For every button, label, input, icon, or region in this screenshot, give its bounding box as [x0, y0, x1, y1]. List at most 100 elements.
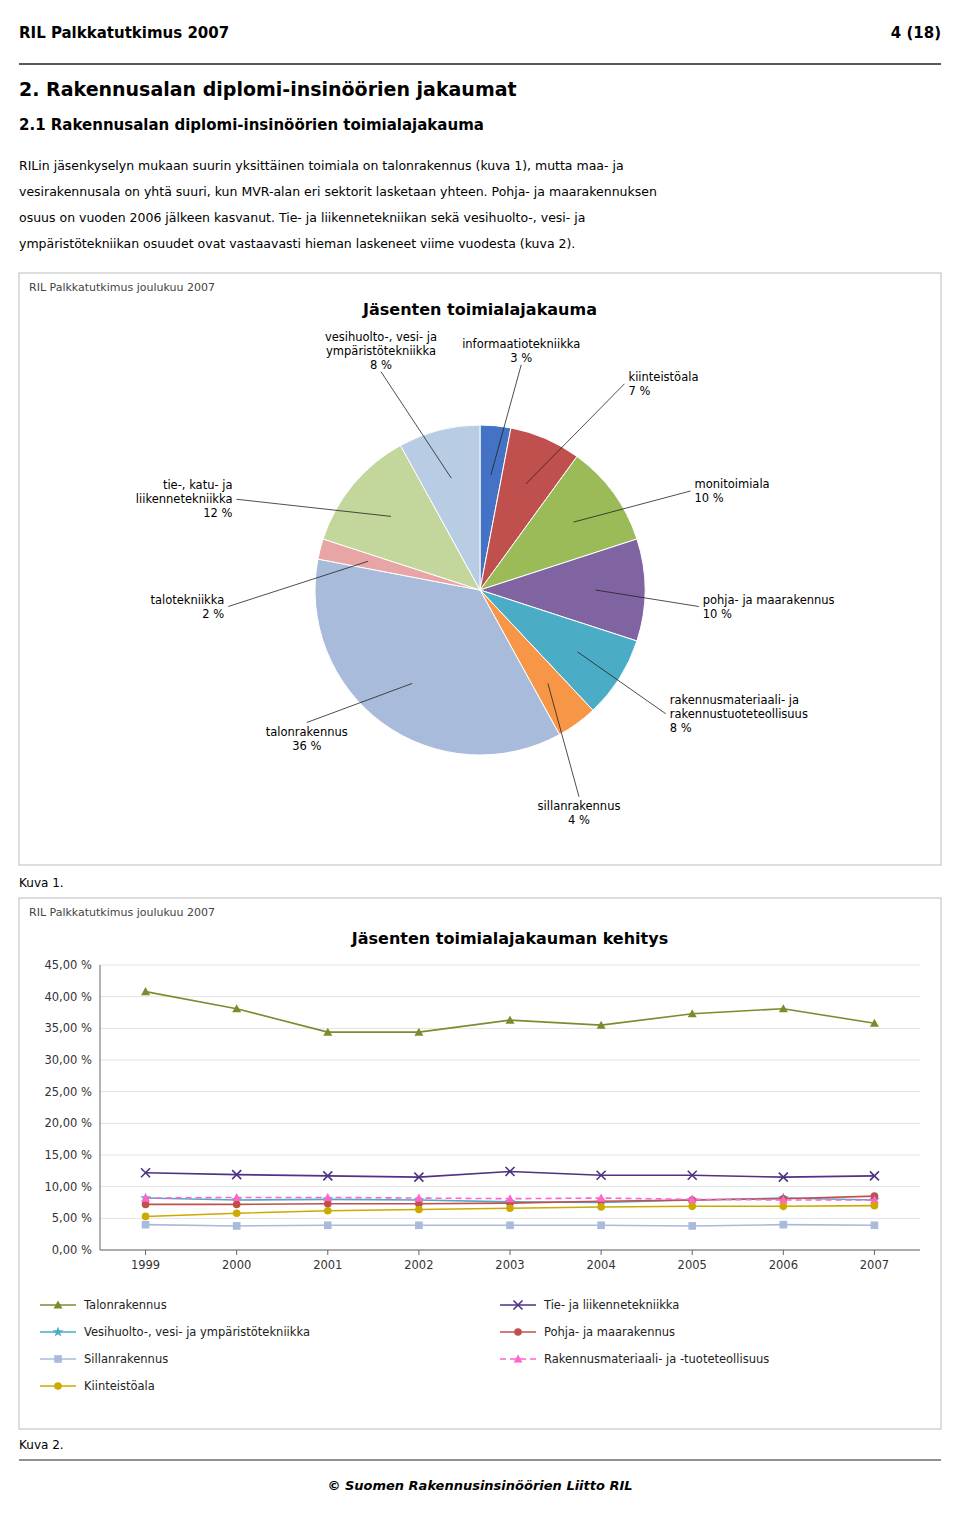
- slice-label-line: pohja- ja maarakennus: [703, 593, 835, 607]
- x-tick: [145, 1250, 146, 1255]
- slice-label: kiinteistöala: [629, 370, 699, 384]
- body-text: osuus on vuoden 2006 jälkeen kasvanut. T…: [19, 210, 585, 225]
- x-tick: [874, 1250, 875, 1255]
- y-tick-label: 45,00 %: [44, 958, 92, 972]
- y-tick-label: 35,00 %: [44, 1021, 92, 1035]
- chart-subtitle: RIL Palkkatutkimus joulukuu 2007: [29, 281, 215, 294]
- slice-value-label: 3 %: [510, 351, 532, 365]
- data-point: [870, 1171, 879, 1180]
- page-number: 4 (18): [891, 24, 941, 42]
- legend-label: Rakennusmateriaali- ja -tuoteteollisuus: [544, 1352, 769, 1366]
- data-point: [141, 1194, 150, 1202]
- slice-value-label: 8 %: [670, 721, 692, 735]
- axes: 0,00 %5,00 %10,00 %15,00 %20,00 %25,00 %…: [44, 958, 920, 1272]
- grid-line: [100, 965, 920, 966]
- data-point: [232, 1170, 241, 1179]
- data-point: [688, 1009, 697, 1017]
- data-point: [233, 1201, 241, 1209]
- y-tick-label: 10,00 %: [44, 1180, 92, 1194]
- leader-line: [578, 652, 666, 714]
- data-point: [597, 1203, 605, 1211]
- slice-label: tie-, katu- jaliikennetekniikka: [136, 478, 233, 506]
- slice-value-label: 7 %: [629, 384, 651, 398]
- figure-box: [19, 273, 941, 865]
- x-tick-label: 1999: [131, 1258, 160, 1272]
- body-text: RILin jäsenkyselyn mukaan suurin yksittä…: [19, 158, 624, 173]
- legend-label: Vesihuolto-, vesi- ja ympäristötekniikka: [84, 1325, 310, 1339]
- slice-value-label: 10 %: [703, 607, 732, 621]
- grid-line: [100, 1250, 920, 1251]
- data-point: [323, 1028, 332, 1036]
- y-tick-label: 5,00 %: [52, 1211, 92, 1225]
- y-tick-label: 0,00 %: [52, 1243, 92, 1257]
- legend: TalonrakennusTie- ja liikennetekniikkaVe…: [40, 1298, 769, 1393]
- data-point: [142, 1201, 150, 1209]
- slice-label: sillanrakennus: [538, 799, 621, 813]
- x-tick: [783, 1250, 784, 1255]
- y-tick-label: 20,00 %: [44, 1116, 92, 1130]
- chart-title: Jäsenten toimialajakauman kehitys: [351, 929, 668, 948]
- data-point: [688, 1171, 697, 1180]
- data-point: [597, 1171, 606, 1180]
- leader-line: [307, 683, 412, 722]
- data-point: [688, 1202, 696, 1210]
- slice-value-label: 2 %: [202, 607, 224, 621]
- data-point: [506, 1194, 515, 1202]
- section-title: 2. Rakennusalan diplomi-insinöörien jaka…: [19, 78, 517, 100]
- legend-marker: [54, 1382, 62, 1390]
- data-point: [597, 1221, 605, 1229]
- grid-line: [100, 1218, 920, 1219]
- slice-label-line: ympäristötekniikka: [326, 344, 436, 358]
- slice-label: pohja- ja maarakennus: [703, 593, 835, 607]
- data-point: [870, 1019, 879, 1027]
- data-point: [779, 1004, 788, 1012]
- data-point: [141, 1168, 150, 1177]
- data-point: [871, 1221, 879, 1229]
- data-point: [323, 1193, 332, 1201]
- leader-line: [596, 590, 699, 607]
- legend-marker: [514, 1301, 523, 1310]
- data-point: [414, 1028, 423, 1036]
- slice-value-label: 8 %: [370, 358, 392, 372]
- data-point: [415, 1221, 423, 1229]
- leader-line: [526, 384, 625, 484]
- data-point: [780, 1221, 788, 1229]
- slice-label-line: kiinteistöala: [629, 370, 699, 384]
- figure-label: Kuva 2.: [19, 1438, 64, 1452]
- y-tick-label: 25,00 %: [44, 1085, 92, 1099]
- slice-label: monitoimiala: [695, 477, 770, 491]
- x-tick-label: 2005: [678, 1258, 707, 1272]
- slice-label: rakennusmateriaali- jarakennustuoteteoll…: [670, 693, 808, 721]
- slice-value-label: 12 %: [203, 506, 232, 520]
- data-point: [414, 1194, 423, 1202]
- leader-line: [381, 372, 451, 478]
- header-rule: [19, 63, 941, 65]
- x-tick: [327, 1250, 328, 1255]
- data-point: [323, 1171, 332, 1180]
- footer-rule: [19, 1460, 941, 1461]
- data-point: [324, 1207, 332, 1215]
- pie: [315, 425, 645, 755]
- slice-label-line: monitoimiala: [695, 477, 770, 491]
- legend-label: Tie- ja liikennetekniikka: [543, 1298, 679, 1312]
- subsection-title: 2.1 Rakennusalan diplomi-insinöörien toi…: [19, 116, 484, 134]
- y-tick-label: 40,00 %: [44, 990, 92, 1004]
- data-point: [688, 1195, 697, 1203]
- grid-line: [100, 1123, 920, 1124]
- slice-label-line: liikennetekniikka: [136, 492, 233, 506]
- slice-value-label: 4 %: [568, 813, 590, 827]
- pie-slice: [401, 425, 480, 590]
- slice-label-line: sillanrakennus: [538, 799, 621, 813]
- data-point: [871, 1202, 879, 1210]
- grid-line: [100, 1155, 920, 1156]
- slice-value-label: 10 %: [695, 491, 724, 505]
- x-tick-label: 2002: [404, 1258, 433, 1272]
- x-tick: [418, 1250, 419, 1255]
- slice-label-line: rakennusmateriaali- ja: [670, 693, 799, 707]
- data-point: [232, 1004, 241, 1012]
- x-tick-label: 2007: [860, 1258, 889, 1272]
- data-point: [233, 1222, 241, 1230]
- data-point: [324, 1221, 332, 1229]
- data-point: [142, 1213, 150, 1221]
- legend-label: Kiinteistöala: [84, 1379, 155, 1393]
